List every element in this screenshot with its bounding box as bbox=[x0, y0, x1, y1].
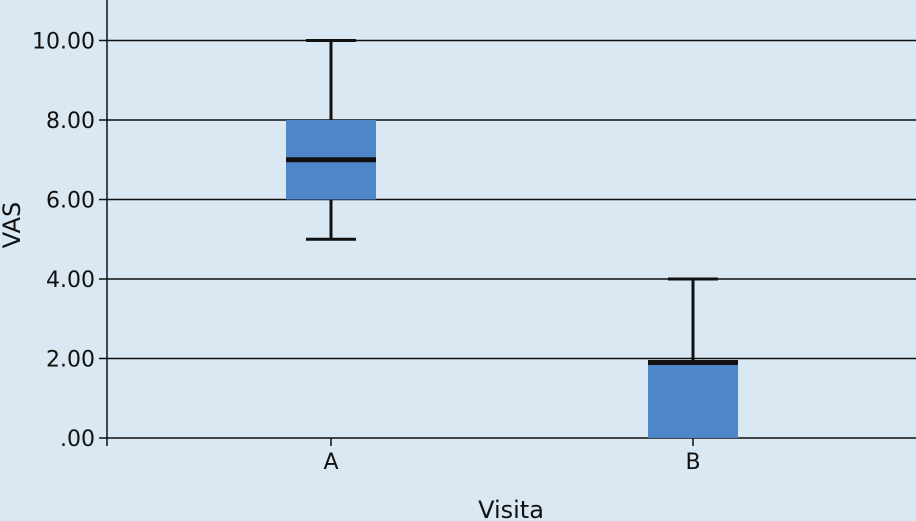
labels: Visita VAS .00 2.00 4.00 6.00 8.00 10.00 A B bbox=[0, 30, 701, 521]
y-axis-title: VAS bbox=[0, 202, 26, 249]
box-b bbox=[648, 277, 738, 438]
boxes bbox=[286, 39, 738, 438]
gridlines bbox=[107, 39, 916, 360]
iqr-box bbox=[648, 362, 738, 438]
y-tick-label: 8.00 bbox=[46, 109, 95, 134]
x-axis-title: Visita bbox=[478, 496, 544, 521]
y-tick-label: 10.00 bbox=[32, 30, 95, 55]
y-tick-label: .00 bbox=[60, 427, 95, 452]
box-a bbox=[286, 39, 376, 241]
x-category-label: A bbox=[323, 450, 338, 475]
y-tick-label: 2.00 bbox=[46, 348, 95, 373]
y-tick-label: 4.00 bbox=[46, 268, 95, 293]
y-tick-label: 6.00 bbox=[46, 189, 95, 214]
axes bbox=[99, 0, 916, 446]
x-category-label: B bbox=[685, 450, 700, 475]
